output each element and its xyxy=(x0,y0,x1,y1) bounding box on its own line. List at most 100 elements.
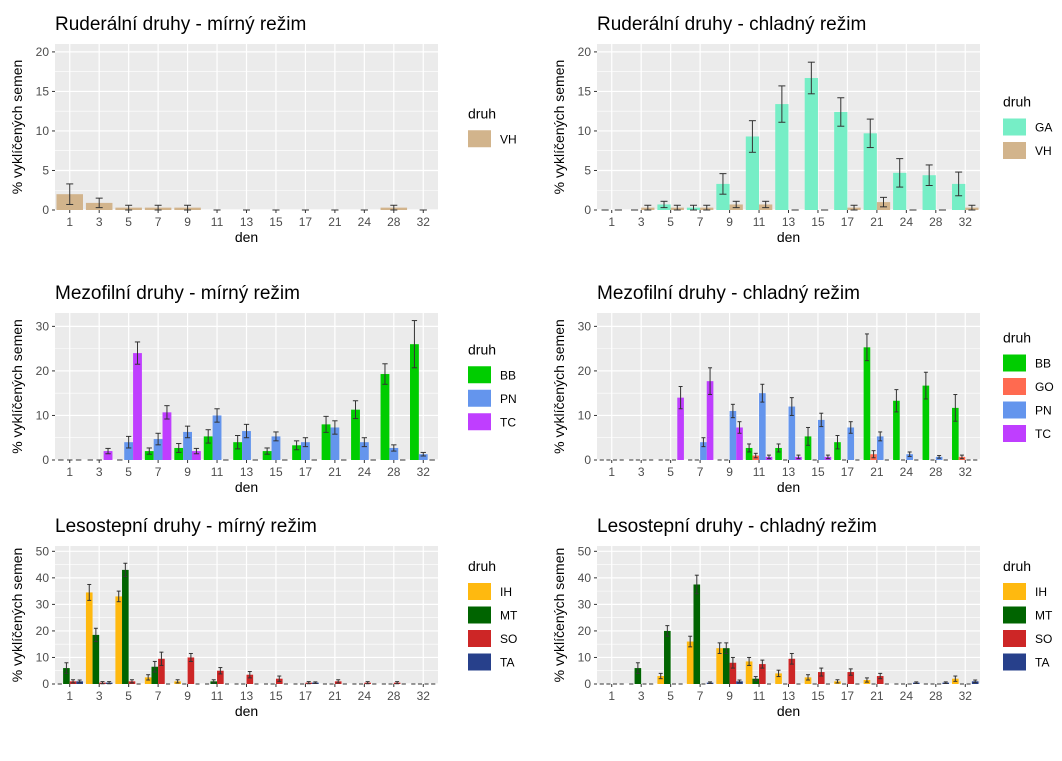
x-tick-label: 11 xyxy=(753,689,766,703)
y-tick-label: 10 xyxy=(578,408,592,422)
error-bar-VH-3 xyxy=(644,204,652,211)
x-tick-label: 17 xyxy=(299,689,313,703)
y-tick-label: 30 xyxy=(36,319,50,333)
bar-SO-9 xyxy=(187,657,195,684)
error-bar-BB-17 xyxy=(293,440,300,451)
error-bar-IH-15 xyxy=(806,674,811,681)
error-bar-IH-7 xyxy=(688,635,693,648)
x-tick-label: 5 xyxy=(125,465,132,479)
error-bar-MT-3 xyxy=(635,662,640,674)
bar-BB-21 xyxy=(863,347,871,460)
error-bar-MT-3 xyxy=(93,627,98,643)
y-tick-label: 5 xyxy=(584,163,591,177)
bar-MT-5 xyxy=(122,569,129,684)
x-tick-label: 28 xyxy=(387,465,401,479)
x-tick-label: 32 xyxy=(417,465,431,479)
error-bar-SO-21 xyxy=(878,672,883,680)
legend-swatch-MT xyxy=(1003,606,1026,624)
error-bar-MT-1 xyxy=(64,662,69,674)
legend: druh IH MT SO TA xyxy=(1003,558,1053,671)
bar-GA-11 xyxy=(745,136,760,210)
chart-title: Lesostepní druhy - mírný režim xyxy=(55,516,317,537)
y-tick-label: 20 xyxy=(36,45,50,59)
x-tick-label: 3 xyxy=(638,465,645,479)
y-tick-label: 40 xyxy=(36,571,50,585)
bar-SO-15 xyxy=(817,672,825,684)
bar-SO-7 xyxy=(158,658,165,684)
bar-BB-24 xyxy=(893,400,900,460)
x-tick-label: 1 xyxy=(608,689,615,703)
bar-SO-9 xyxy=(729,662,737,684)
x-tick-label: 3 xyxy=(96,215,103,229)
bar-BB-28 xyxy=(922,385,930,460)
x-tick-label: 15 xyxy=(811,215,825,229)
error-bar-VH-32 xyxy=(968,204,976,211)
legend-label-VH: VH xyxy=(500,132,517,146)
bar-TC-5 xyxy=(133,353,142,460)
y-axis-label: % vyklíčených semen xyxy=(9,60,25,195)
x-tick-label: 13 xyxy=(782,689,796,703)
error-bar-PN-11 xyxy=(760,383,765,403)
x-tick-label: 32 xyxy=(959,465,973,479)
error-bar-GA-9 xyxy=(719,173,727,195)
bar-BB-9 xyxy=(174,447,184,460)
error-bar-PN-24 xyxy=(361,437,367,448)
error-bar-TC-9 xyxy=(737,421,742,434)
y-tick-label: 10 xyxy=(36,408,50,422)
error-bar-VH-5 xyxy=(673,204,681,211)
x-tick-label: 28 xyxy=(387,215,401,229)
x-tick-label: 11 xyxy=(211,465,224,479)
legend-label-SO: SO xyxy=(1035,632,1052,646)
error-bar-SO-3 xyxy=(100,681,105,685)
x-tick-label: 24 xyxy=(358,689,372,703)
legend-label-TA: TA xyxy=(500,656,514,670)
legend-label-SO: SO xyxy=(500,632,517,646)
bar-BB-21 xyxy=(321,424,331,460)
bar-IH-15 xyxy=(804,677,812,684)
legend-swatch-TC xyxy=(1003,425,1026,442)
x-tick-label: 15 xyxy=(811,465,825,479)
bar-PN-15 xyxy=(817,419,825,460)
y-tick-label: 0 xyxy=(42,453,49,467)
x-tick-label: 11 xyxy=(211,215,224,229)
x-tick-label: 15 xyxy=(269,465,283,479)
legend-swatch-VH xyxy=(468,130,491,148)
error-bar-BB-24 xyxy=(894,389,899,413)
legend-label-PN: PN xyxy=(500,392,517,406)
bar-BB-7 xyxy=(144,451,154,460)
bar-BB-24 xyxy=(351,409,360,460)
error-bar-BB-15 xyxy=(264,447,270,455)
y-tick-label: 40 xyxy=(578,571,592,585)
x-tick-label: 21 xyxy=(870,465,884,479)
bar-PN-21 xyxy=(876,436,884,460)
x-tick-label: 5 xyxy=(667,465,674,479)
error-bar-IH-7 xyxy=(146,674,151,681)
error-bar-TA-3 xyxy=(107,681,112,685)
x-tick-label: 17 xyxy=(841,215,855,229)
bar-MT-1 xyxy=(63,668,70,684)
bar-GA-28 xyxy=(922,175,936,210)
x-tick-label: 17 xyxy=(299,465,313,479)
error-bar-IH-21 xyxy=(864,677,869,683)
error-bar-GA-32 xyxy=(955,171,963,197)
y-tick-label: 15 xyxy=(36,84,50,98)
x-tick-label: 17 xyxy=(299,215,313,229)
y-tick-label: 50 xyxy=(578,544,592,558)
error-bar-VH-3 xyxy=(95,197,103,209)
bar-IH-7 xyxy=(686,641,694,684)
error-bar-BB-32 xyxy=(411,320,418,369)
x-tick-label: 11 xyxy=(753,215,766,229)
error-bar-GA-11 xyxy=(748,120,756,153)
bar-PN-24 xyxy=(359,442,369,460)
x-tick-label: 1 xyxy=(66,689,73,703)
legend-swatch-SO xyxy=(1003,630,1026,647)
error-bar-BB-28 xyxy=(923,371,928,400)
error-bar-BB-21 xyxy=(864,333,869,362)
error-bar-PN-5 xyxy=(126,435,132,449)
bar-PN-17 xyxy=(301,442,310,460)
error-bar-TA-1 xyxy=(77,679,82,684)
x-tick-label: 32 xyxy=(417,689,431,703)
y-tick-label: 20 xyxy=(36,624,50,638)
